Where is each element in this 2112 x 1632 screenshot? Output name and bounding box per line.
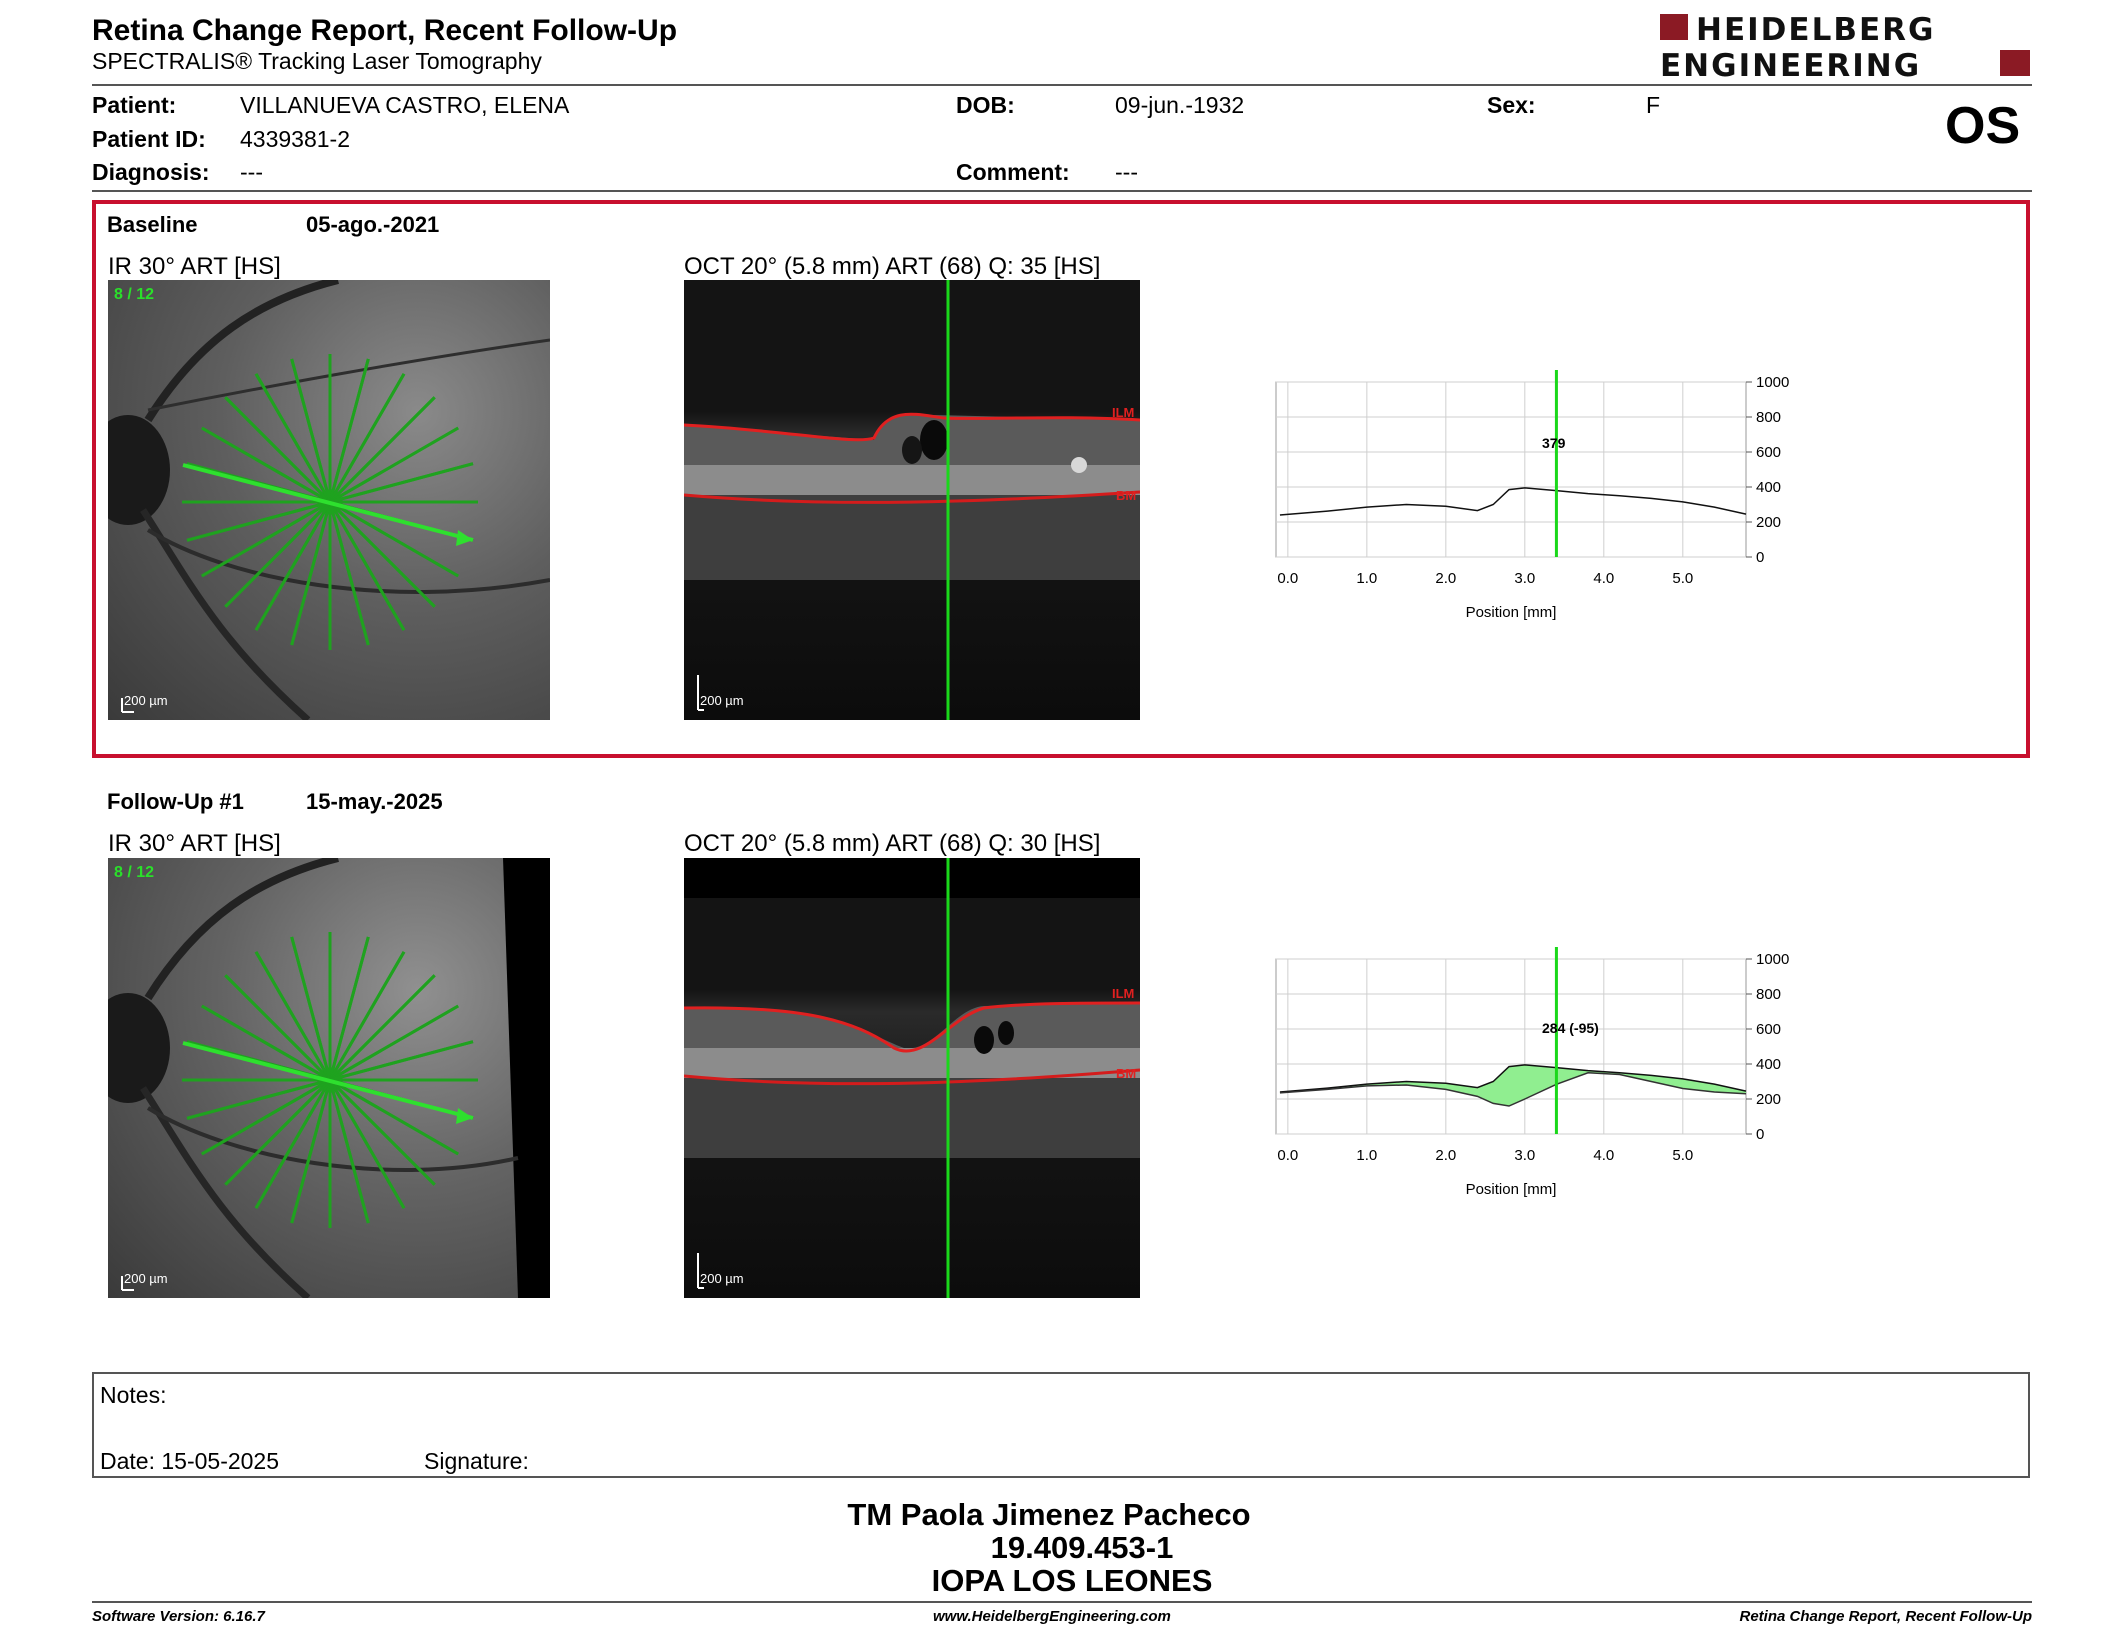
patient-id-label: Patient ID: bbox=[92, 126, 206, 152]
followup-oct-image: ILM BM 200 µm bbox=[684, 858, 1140, 1298]
baseline-cursor-value: 379 bbox=[1542, 435, 1566, 451]
baseline-date: 05-ago.-2021 bbox=[306, 212, 440, 237]
heidelberg-logo: HEIDELBERG ENGINEERING bbox=[1660, 10, 2035, 84]
signer-id: 19.409.453-1 bbox=[990, 1530, 1174, 1565]
y-tick-label: 200 bbox=[1756, 1091, 1781, 1108]
y-tick-label: 0 bbox=[1756, 549, 1764, 566]
diagnosis-label: Diagnosis: bbox=[92, 159, 210, 185]
baseline-section bbox=[92, 200, 2030, 758]
followup-cursor-value: 284 (-95) bbox=[1542, 1020, 1599, 1036]
footer-report-name: Retina Change Report, Recent Follow-Up bbox=[1739, 1608, 2032, 1625]
followup-ir-scale: 200 µm bbox=[124, 1271, 168, 1286]
x-tick-label: 4.0 bbox=[1593, 570, 1614, 587]
x-tick-label: 4.0 bbox=[1593, 1147, 1614, 1164]
baseline-bm-label: BM bbox=[1116, 488, 1137, 503]
dob-label: DOB: bbox=[956, 92, 1015, 118]
x-tick-label: 2.0 bbox=[1435, 1147, 1456, 1164]
plot-area bbox=[1275, 381, 1747, 558]
y-tick-label: 1000 bbox=[1756, 374, 1789, 391]
header-divider bbox=[92, 84, 2032, 86]
comment-value: --- bbox=[1115, 159, 1138, 185]
baseline-thickness-chart: 0.01.02.03.04.05.002004006008001000Thick… bbox=[1275, 370, 1789, 621]
x-tick-label: 1.0 bbox=[1356, 570, 1377, 587]
website-link[interactable]: www.HeidelbergEngineering.com bbox=[933, 1608, 1171, 1625]
x-tick-label: 1.0 bbox=[1356, 1147, 1377, 1164]
x-tick-label: 0.0 bbox=[1277, 1147, 1298, 1164]
software-version: Software Version: 6.16.7 bbox=[92, 1608, 265, 1625]
baseline-ilm-label: ILM bbox=[1112, 405, 1135, 420]
info-divider bbox=[92, 190, 2032, 192]
notes-box: Notes: Date: 15-05-2025 Signature: bbox=[92, 1372, 2030, 1478]
baseline-oct-image: ILM BM 200 µm bbox=[684, 280, 1140, 720]
y-tick-label: 800 bbox=[1756, 986, 1781, 1003]
date-field: Date: 15-05-2025 bbox=[100, 1448, 280, 1474]
thickness-series-line bbox=[1279, 487, 1747, 516]
y-tick-label: 800 bbox=[1756, 409, 1781, 426]
eye-indicator: OS bbox=[1945, 97, 2021, 155]
sex-label: Sex: bbox=[1487, 92, 1536, 118]
signer-institution: IOPA LOS LEONES bbox=[931, 1563, 1213, 1598]
followup-ir-title: IR 30° ART [HS] bbox=[108, 830, 281, 857]
followup-ilm-label: ILM bbox=[1112, 986, 1135, 1001]
x-tick-label: 5.0 bbox=[1672, 570, 1693, 587]
signature-field: Signature: bbox=[424, 1448, 529, 1474]
baseline-ir-image: 8 / 12 200 µm bbox=[108, 280, 550, 720]
x-tick-label: 0.0 bbox=[1277, 570, 1298, 587]
baseline-oct-title: OCT 20° (5.8 mm) ART (68) Q: 35 [HS] bbox=[684, 253, 1101, 280]
y-tick-label: 600 bbox=[1756, 444, 1781, 461]
x-tick-label: 5.0 bbox=[1672, 1147, 1693, 1164]
report-subtitle: SPECTRALIS® Tracking Laser Tomography bbox=[92, 48, 542, 74]
followup-oct-scale: 200 µm bbox=[700, 1271, 744, 1286]
followup-oct-title: OCT 20° (5.8 mm) ART (68) Q: 30 [HS] bbox=[684, 830, 1101, 857]
diagnosis-value: --- bbox=[240, 159, 263, 185]
followup-date: 15-may.-2025 bbox=[306, 789, 443, 814]
followup-bm-label: BM bbox=[1116, 1066, 1137, 1081]
y-tick-label: 0 bbox=[1756, 1126, 1764, 1143]
followup-thickness-chart: 0.01.02.03.04.05.002004006008001000Thick… bbox=[1275, 947, 1789, 1198]
y-tick-label: 1000 bbox=[1756, 951, 1789, 968]
baseline-ir-title: IR 30° ART [HS] bbox=[108, 253, 281, 280]
plot-area bbox=[1275, 958, 1747, 1135]
signer-name: TM Paola Jimenez Pacheco bbox=[847, 1497, 1251, 1532]
patient-name: VILLANUEVA CASTRO, ELENA bbox=[240, 92, 570, 118]
followup-ir-tag: 8 / 12 bbox=[114, 864, 155, 881]
comment-label: Comment: bbox=[956, 159, 1070, 185]
svg-text:HEIDELBERG: HEIDELBERG bbox=[1696, 12, 1935, 48]
svg-text:ENGINEERING: ENGINEERING bbox=[1660, 48, 1921, 80]
followup-label: Follow-Up #1 bbox=[107, 789, 244, 814]
thickness-series-line bbox=[1279, 1071, 1747, 1107]
thickness-series-line bbox=[1279, 1064, 1747, 1093]
y-tick-label: 600 bbox=[1756, 1021, 1781, 1038]
sex-value: F bbox=[1646, 92, 1661, 118]
patient-label: Patient: bbox=[92, 92, 177, 118]
x-tick-label: 2.0 bbox=[1435, 570, 1456, 587]
dob-value: 09-jun.-1932 bbox=[1115, 92, 1245, 118]
baseline-label: Baseline bbox=[107, 212, 198, 237]
footer-divider bbox=[92, 1601, 2032, 1603]
report-title: Retina Change Report, Recent Follow-Up bbox=[92, 14, 678, 47]
x-axis-label: Position [mm] bbox=[1466, 604, 1557, 621]
notes-label: Notes: bbox=[100, 1382, 167, 1408]
baseline-ir-scale: 200 µm bbox=[124, 693, 168, 708]
x-tick-label: 3.0 bbox=[1514, 1147, 1535, 1164]
difference-area bbox=[1279, 1064, 1746, 1106]
followup-ir-image: 8 / 12 200 µm bbox=[108, 858, 550, 1298]
x-tick-label: 3.0 bbox=[1514, 570, 1535, 587]
patient-id: 4339381-2 bbox=[240, 126, 350, 152]
baseline-ir-tag: 8 / 12 bbox=[114, 286, 155, 303]
y-tick-label: 200 bbox=[1756, 514, 1781, 531]
x-axis-label: Position [mm] bbox=[1466, 1181, 1557, 1198]
y-tick-label: 400 bbox=[1756, 479, 1781, 496]
baseline-oct-scale: 200 µm bbox=[700, 693, 744, 708]
y-tick-label: 400 bbox=[1756, 1056, 1781, 1073]
